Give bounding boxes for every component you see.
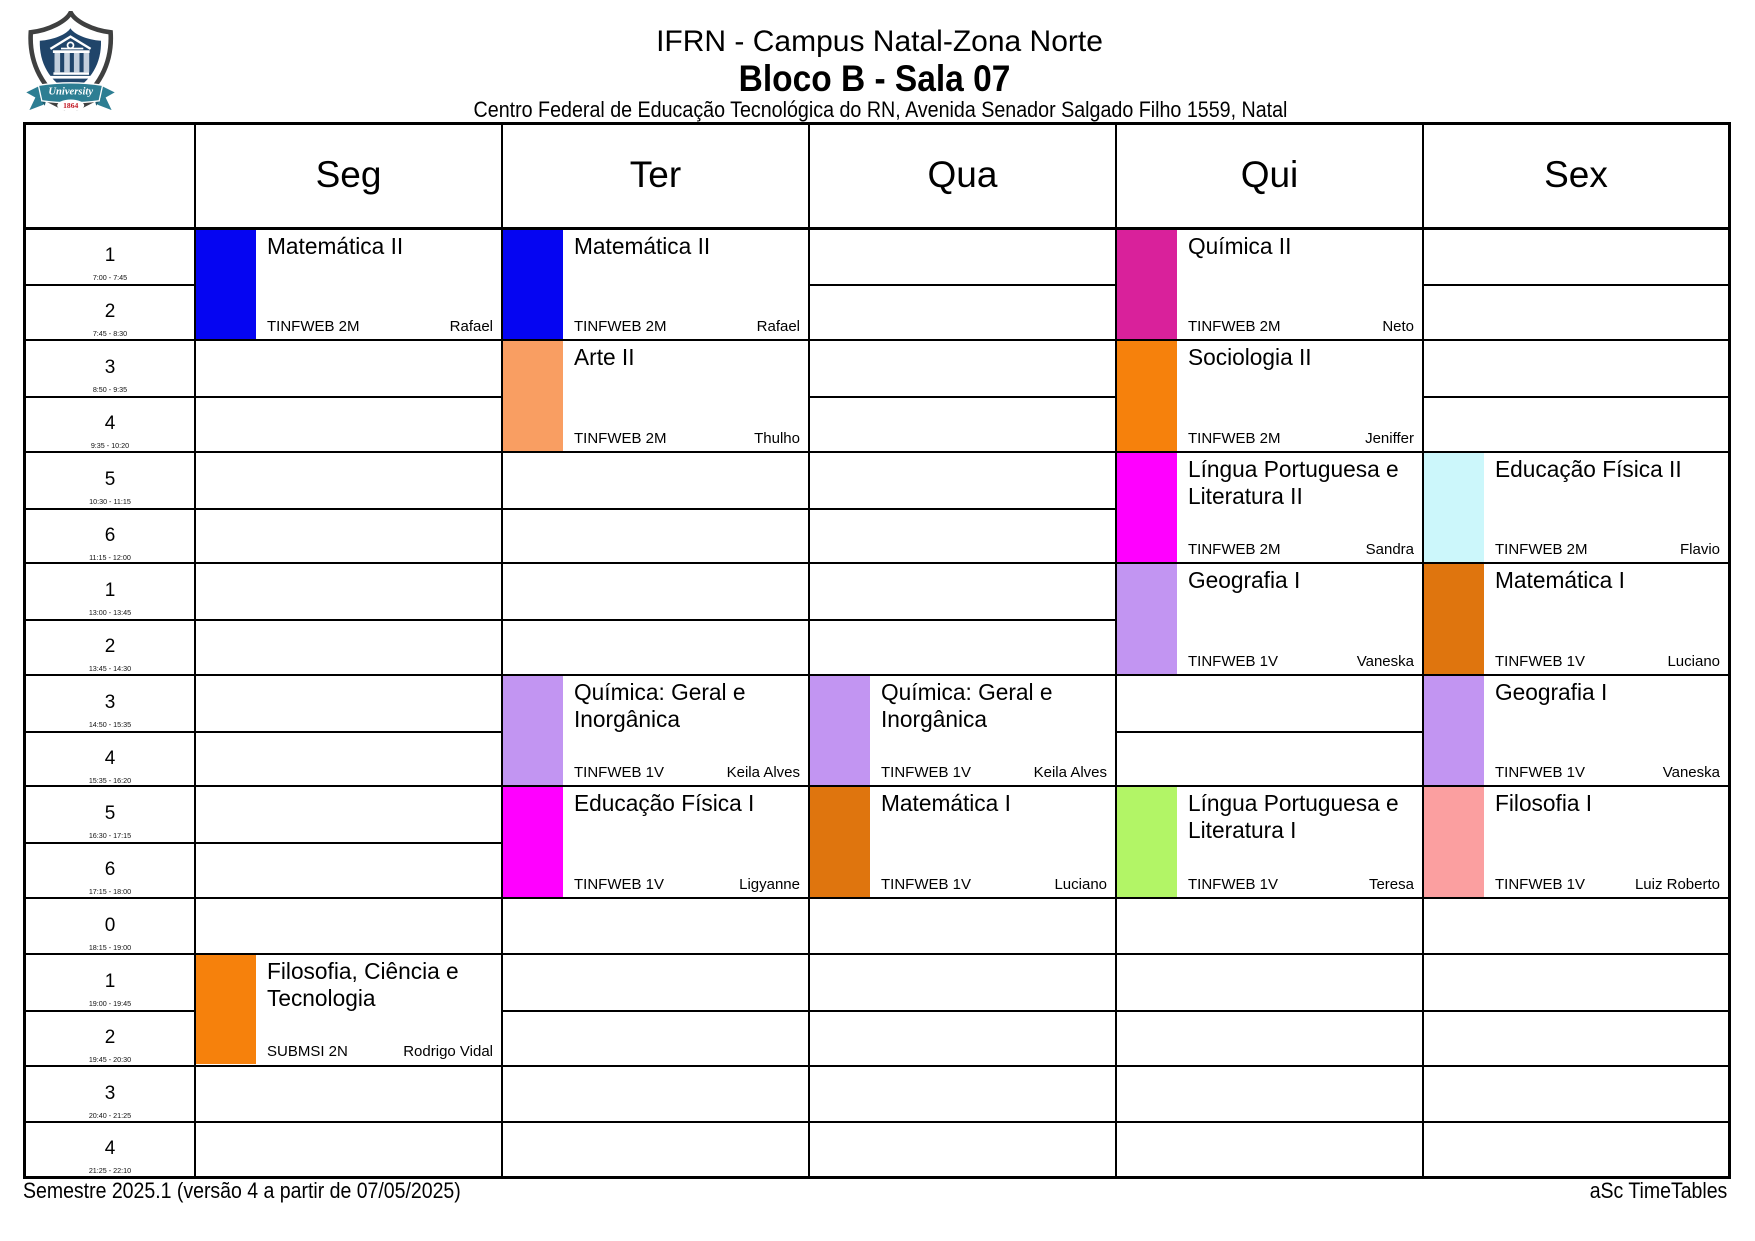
svg-text:1864: 1864: [63, 101, 78, 110]
svg-text:University: University: [48, 86, 93, 97]
